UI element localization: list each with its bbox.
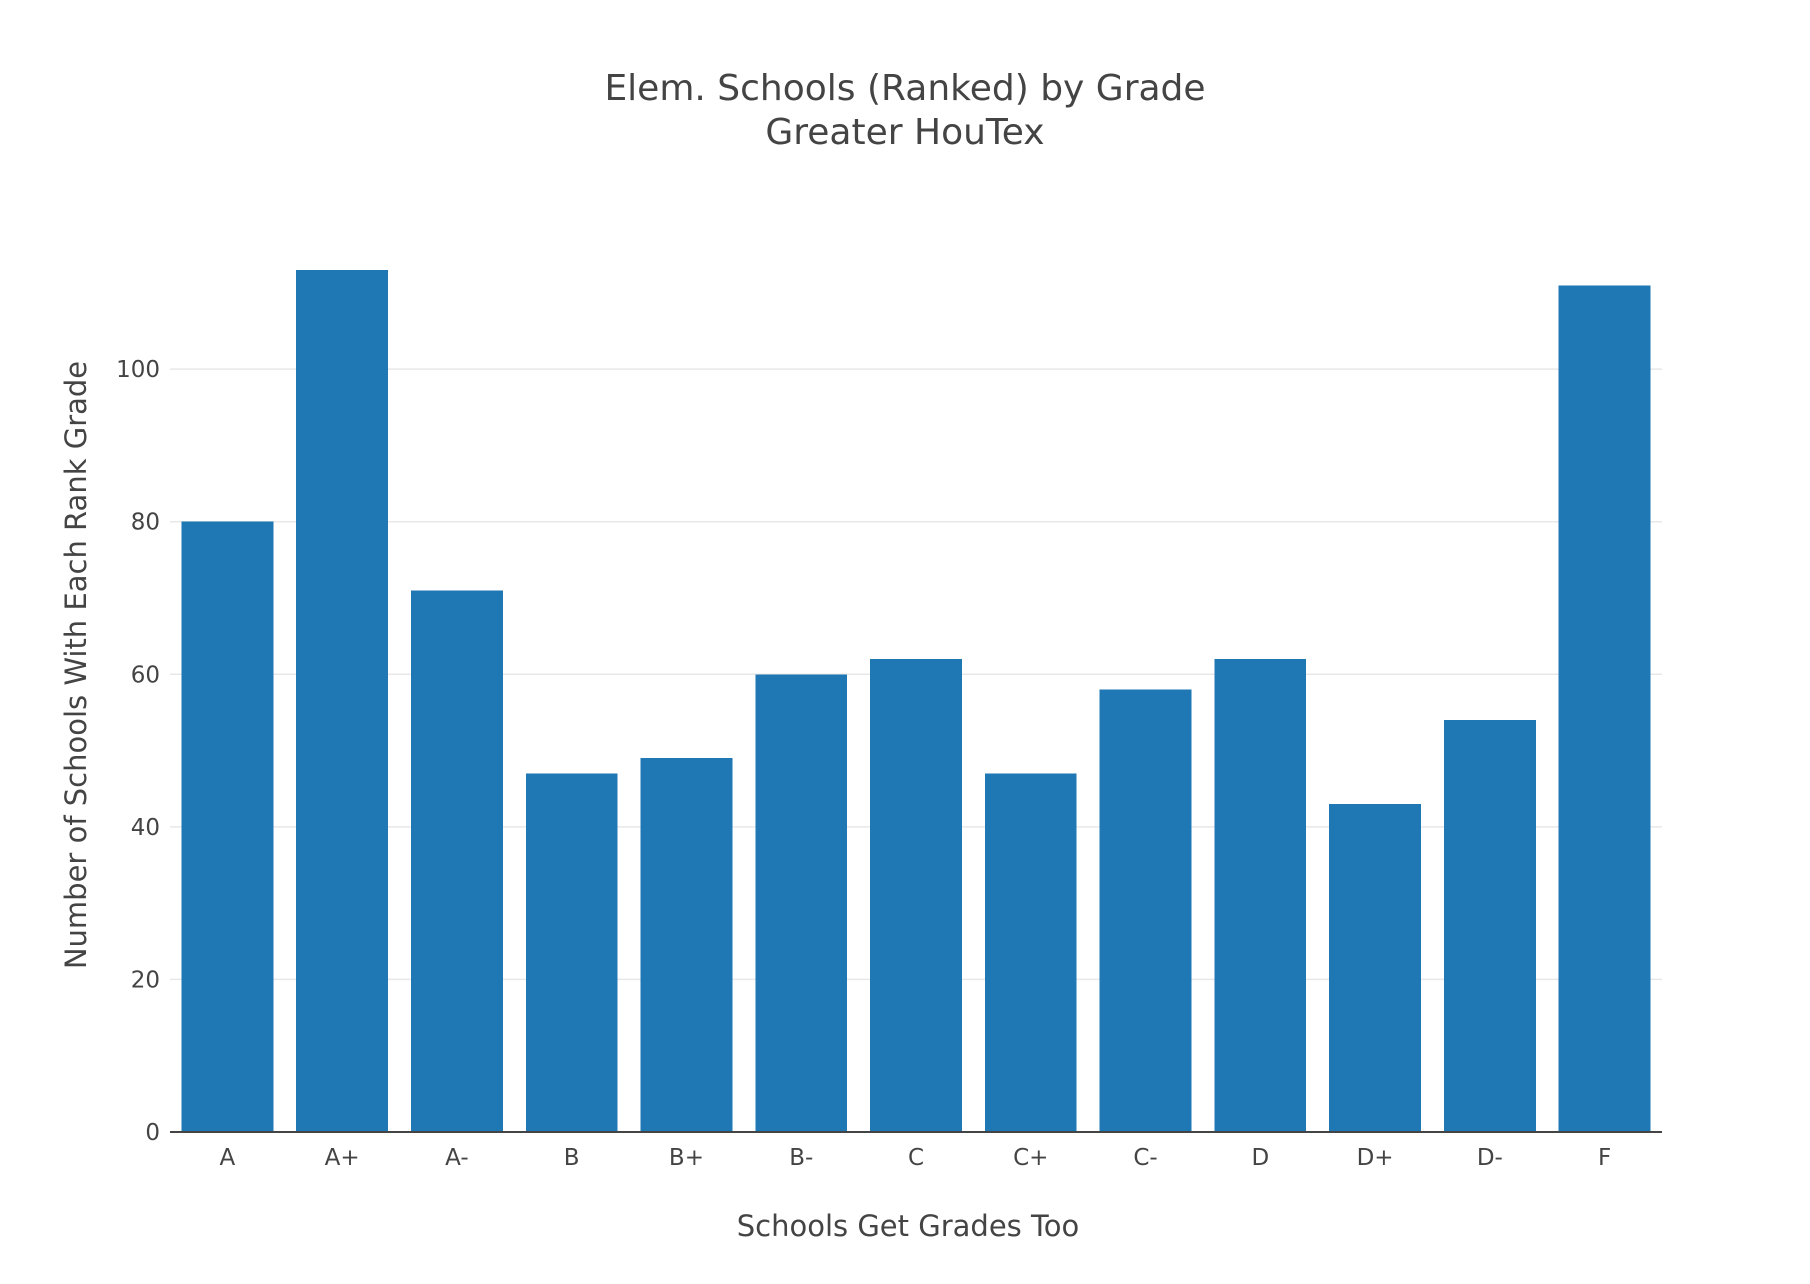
- x-tick-label: C-: [1133, 1145, 1157, 1171]
- x-tick-label: A-: [445, 1145, 469, 1171]
- x-tick-label: B-: [789, 1145, 813, 1171]
- bar-C-[interactable]: [1099, 689, 1192, 1132]
- y-tick-label: 20: [131, 967, 160, 993]
- x-tick-label: B: [564, 1145, 580, 1171]
- y-tick-label: 0: [145, 1120, 160, 1146]
- y-axis-ticks: 0 20 40 60 80 100: [116, 357, 160, 1146]
- bar-D+[interactable]: [1329, 803, 1421, 1132]
- x-axis-title: Schools Get Grades Too: [737, 1209, 1080, 1243]
- x-tick-label: C+: [1013, 1145, 1048, 1171]
- bar-B[interactable]: [525, 773, 618, 1132]
- x-tick-label: C: [908, 1145, 924, 1171]
- bar-D-[interactable]: [1443, 720, 1536, 1132]
- bar-A[interactable]: [181, 521, 274, 1132]
- y-axis-title: Number of Schools With Each Rank Grade: [59, 361, 93, 969]
- bar-B+[interactable]: [640, 758, 733, 1132]
- bar-F[interactable]: [1558, 285, 1651, 1132]
- x-tick-label: F: [1598, 1145, 1611, 1171]
- x-tick-label: A+: [325, 1145, 360, 1171]
- bar-C[interactable]: [870, 659, 962, 1132]
- x-tick-label: D+: [1357, 1145, 1394, 1171]
- bar-C+[interactable]: [984, 773, 1077, 1132]
- x-tick-label: D-: [1477, 1145, 1503, 1171]
- bar-A+[interactable]: [296, 270, 389, 1132]
- x-tick-label: D: [1251, 1145, 1269, 1171]
- x-tick-label: B+: [669, 1145, 704, 1171]
- y-tick-label: 60: [131, 662, 160, 688]
- bar-A-[interactable]: [411, 590, 503, 1132]
- y-tick-label: 40: [131, 815, 160, 841]
- y-tick-label: 80: [131, 510, 160, 536]
- chart-title: Elem. Schools (Ranked) by Grade: [604, 68, 1205, 109]
- y-tick-label: 100: [116, 357, 160, 383]
- bar-B-[interactable]: [755, 674, 848, 1132]
- x-tick-label: A: [220, 1145, 236, 1171]
- chart-subtitle: Greater HouTex: [765, 112, 1044, 153]
- x-axis-ticks: A A+ A- B B+ B- C C+ C- D D+ D- F: [220, 1145, 1612, 1171]
- bars: [181, 270, 1651, 1132]
- bar-D[interactable]: [1214, 659, 1307, 1132]
